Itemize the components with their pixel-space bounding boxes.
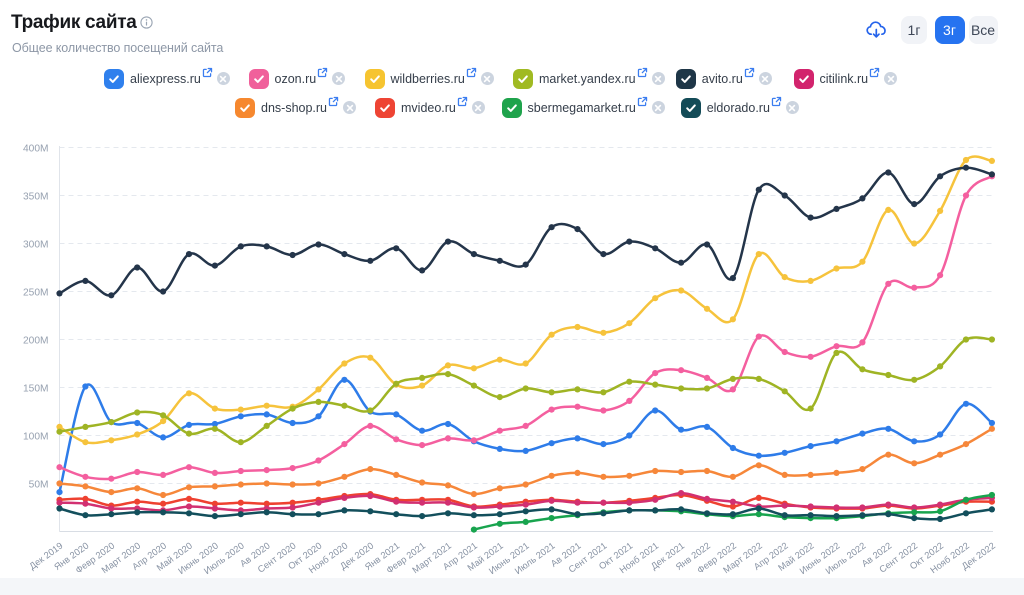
svg-text:150M: 150M	[23, 383, 48, 394]
svg-text:300M: 300M	[23, 239, 48, 250]
svg-text:350M: 350M	[23, 191, 48, 202]
svg-text:100M: 100M	[23, 431, 48, 442]
svg-text:200M: 200M	[23, 335, 48, 346]
svg-text:50M: 50M	[29, 479, 49, 490]
svg-text:400M: 400M	[23, 143, 48, 154]
svg-text:250M: 250M	[23, 287, 48, 298]
